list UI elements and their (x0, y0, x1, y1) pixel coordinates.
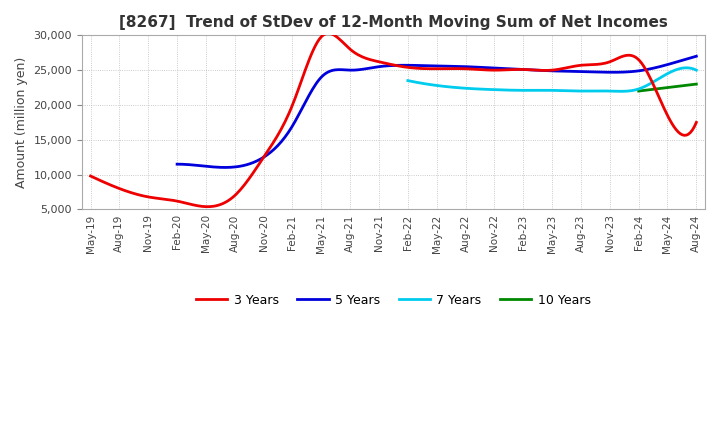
3 Years (601, 61, 610, 66)
5 Years (174, 161, 183, 167)
Title: [8267]  Trend of StDev of 12-Month Moving Sum of Net Incomes: [8267] Trend of StDev of 12-Month Moving… (119, 15, 668, 30)
3 Years (461, 66, 469, 71)
3 Years (692, 120, 701, 125)
Line: 10 Years: 10 Years (639, 84, 696, 91)
Legend: 3 Years, 5 Years, 7 Years, 10 Years: 3 Years, 5 Years, 7 Years, 10 Years (192, 289, 595, 312)
5 Years (492, 66, 501, 71)
3 Years (86, 173, 95, 179)
5 Years (222, 165, 230, 170)
10 Years (692, 81, 701, 87)
3 Years (89, 174, 97, 180)
Line: 7 Years: 7 Years (408, 68, 696, 92)
7 Years (683, 65, 691, 70)
3 Years (639, 63, 648, 69)
7 Years (575, 88, 583, 94)
5 Years (645, 66, 654, 72)
5 Years (482, 65, 490, 70)
7 Years (692, 67, 701, 73)
7 Years (575, 88, 584, 94)
Y-axis label: Amount (million yen): Amount (million yen) (15, 57, 28, 188)
7 Years (648, 80, 657, 85)
5 Years (484, 65, 492, 70)
5 Years (692, 54, 701, 59)
3 Years (449, 66, 457, 71)
7 Years (403, 78, 412, 83)
7 Years (580, 88, 589, 94)
3 Years (323, 31, 332, 36)
3 Years (204, 204, 212, 209)
7 Years (405, 78, 413, 84)
7 Years (617, 89, 626, 94)
Line: 3 Years: 3 Years (91, 33, 696, 207)
10 Years (634, 88, 643, 94)
3 Years (451, 66, 459, 71)
5 Years (612, 70, 621, 75)
Line: 5 Years: 5 Years (177, 56, 696, 168)
10 Years (663, 85, 672, 90)
5 Years (173, 161, 181, 167)
7 Years (666, 70, 675, 75)
